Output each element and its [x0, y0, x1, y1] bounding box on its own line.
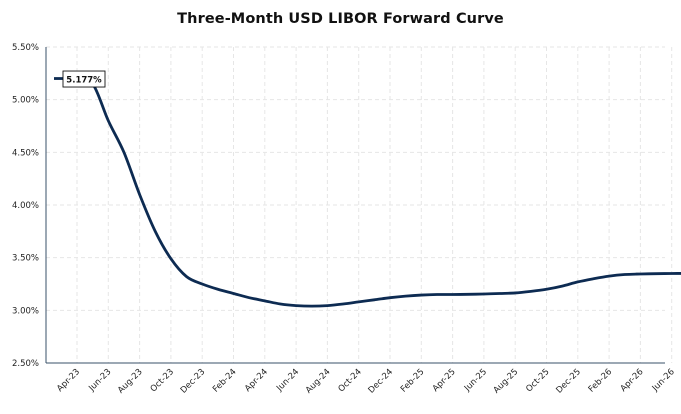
y-tick-label: 4.00%	[12, 201, 39, 211]
x-tick-label: Jun-24	[274, 367, 301, 394]
x-tick-label: Dec-25	[554, 367, 583, 396]
callout-box	[62, 70, 106, 88]
series-layer	[75, 78, 681, 308]
x-tick-label: Aug-23	[116, 367, 145, 396]
x-tick-label: Apr-24	[243, 367, 270, 394]
annotation-layer: 5.177%	[54, 70, 106, 88]
x-tick-label: Jun-25	[462, 367, 489, 394]
x-tick-label: Apr-25	[431, 367, 458, 394]
x-tick-label: Aug-24	[304, 367, 333, 396]
y-tick-label: 4.50%	[12, 148, 39, 158]
x-tick-label: Dec-24	[367, 367, 396, 396]
y-tick-label: 2.50%	[12, 359, 39, 369]
x-tick-label: Dec-23	[179, 367, 208, 396]
chart-title: Three-Month USD LIBOR Forward Curve	[177, 11, 504, 27]
y-tick-label: 5.00%	[12, 96, 39, 106]
x-tick-label: Apr-26	[619, 367, 646, 394]
x-axis-ticks: Apr-23 Jun-23 Aug-23 Oct-23 Dec-23 Feb-24 Apr-…	[55, 367, 677, 396]
x-tick-label: Aug-25	[492, 367, 521, 396]
x-tick-label: Feb-24	[211, 367, 239, 395]
y-tick-label: 5.50%	[12, 43, 39, 53]
axes	[45, 47, 665, 364]
x-tick-label: Feb-25	[399, 367, 427, 395]
series-line	[75, 78, 681, 308]
x-tick-label: Jun-23	[86, 367, 113, 394]
x-tick-label: Oct-25	[524, 367, 551, 394]
x-tick-label: Oct-23	[149, 367, 176, 394]
y-axis-ticks: 2.50% 3.00% 3.50% 4.00% 4.50% 5.00% 5.50%	[12, 43, 39, 369]
x-tick-label: Jun-26	[650, 367, 677, 394]
callout-label: 5.177%	[66, 76, 102, 86]
x-tick-label: Oct-24	[337, 367, 364, 394]
y-tick-label: 3.00%	[12, 306, 39, 316]
gridlines	[46, 46, 673, 363]
x-tick-label: Apr-23	[55, 367, 82, 394]
x-tick-label: Feb-26	[587, 367, 615, 395]
value-callout: 5.177%	[54, 70, 106, 88]
y-tick-label: 3.50%	[12, 254, 39, 264]
